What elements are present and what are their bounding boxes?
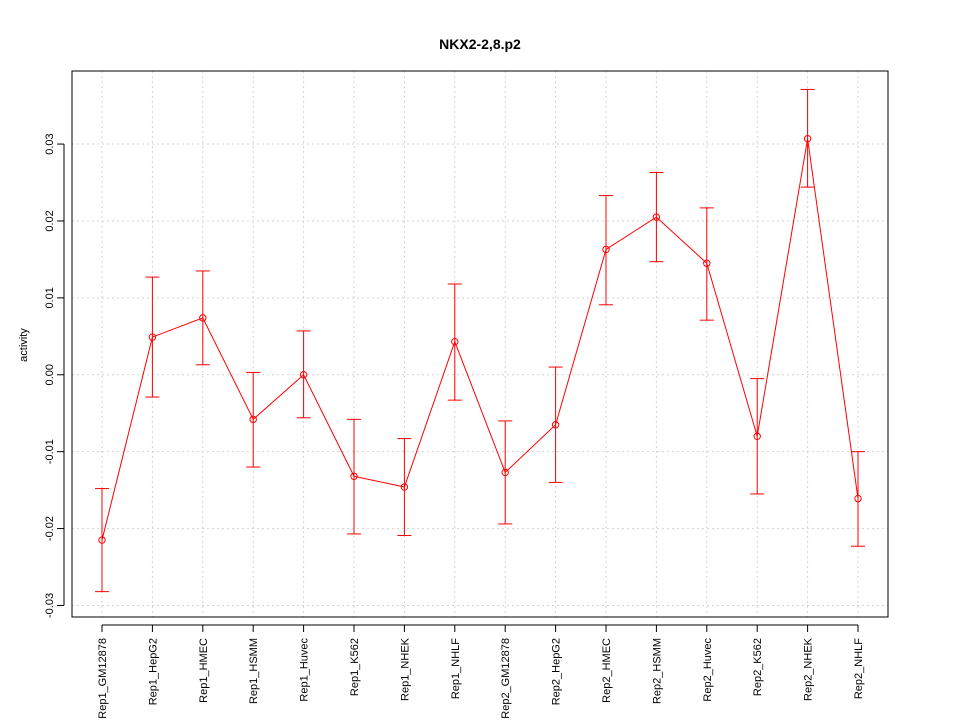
- y-tick-label: 0.03: [44, 133, 56, 154]
- y-tick-label: 0.00: [44, 364, 56, 385]
- x-tick-label: Rep1_GM12878: [97, 638, 109, 719]
- data-point: [199, 314, 207, 322]
- x-tick-label: Rep2_GM12878: [500, 638, 512, 719]
- plot-frame: [71, 70, 889, 618]
- y-axis: -0.03 -0.02 -0.01 0.00 0.01 0.02 0.03: [44, 133, 65, 618]
- x-tick-label: Rep1_NHEK: [399, 637, 411, 701]
- y-tick-label: -0.03: [44, 593, 56, 618]
- y-axis-label: activity: [18, 328, 30, 362]
- data-point: [753, 432, 761, 440]
- x-tick-label: Rep1_HSMM: [248, 638, 260, 704]
- data-point: [602, 245, 610, 254]
- data-point: [501, 468, 509, 477]
- data-point: [451, 337, 459, 346]
- series-line: [101, 138, 859, 541]
- data-point: [98, 536, 106, 544]
- x-tick-label: Rep1_Huvec: [299, 638, 311, 702]
- data-point: [703, 259, 711, 267]
- x-tick-label: Rep2_K562: [752, 638, 764, 696]
- x-tick-label: Rep1_HMEC: [198, 638, 210, 703]
- x-tick-label: Rep2_NHEK: [803, 637, 815, 701]
- data-point: [350, 472, 358, 480]
- data-point: [249, 415, 257, 424]
- x-tick-label: Rep1_HepG2: [147, 638, 159, 705]
- x-axis: Rep1_GM12878 Rep1_HepG2 Rep1_HMEC Rep1_HSMM…: [97, 624, 865, 719]
- data-point: [551, 421, 560, 429]
- x-tick-label: Rep2_Huvec: [702, 638, 714, 702]
- y-tick-label: -0.01: [44, 439, 56, 464]
- error-bars: [95, 88, 865, 593]
- y-tick-label: 0.02: [44, 210, 56, 231]
- x-tick-label: Rep1_K562: [349, 638, 361, 696]
- x-tick-label: Rep1_NHLF: [450, 638, 462, 699]
- x-tick-label: Rep2_HSMM: [651, 638, 663, 704]
- x-tick-label: Rep2_HMEC: [601, 638, 613, 703]
- data-point: [803, 134, 812, 143]
- y-tick-label: -0.02: [44, 516, 56, 541]
- data-point: [400, 483, 409, 491]
- y-tick-label: 0.01: [44, 287, 56, 308]
- series: [98, 134, 862, 544]
- grid: [72, 71, 888, 617]
- x-tick-label: Rep2_NHLF: [853, 638, 865, 699]
- chart-title: NKX2-2,8.p2: [439, 36, 521, 52]
- data-point: [148, 333, 157, 341]
- data-point: [652, 213, 661, 221]
- data-point: [299, 371, 308, 379]
- x-tick-label: Rep2_HepG2: [551, 638, 563, 705]
- data-point: [854, 494, 862, 503]
